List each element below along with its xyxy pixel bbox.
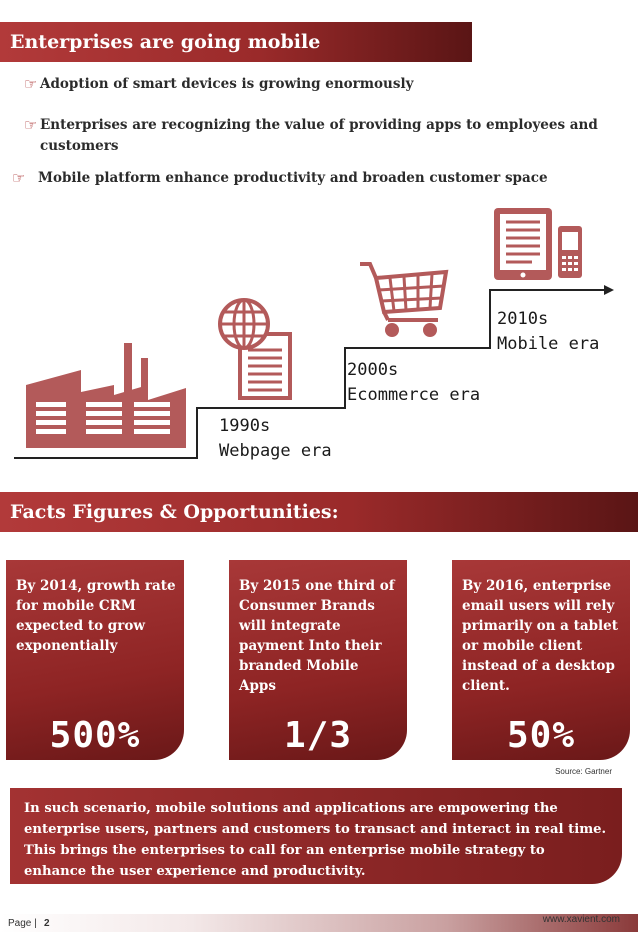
footer-bar xyxy=(0,914,638,932)
fact-card-text: By 2016, enterprise email users will rel… xyxy=(462,578,618,694)
era-label-2000s: 2000s Ecommerce era xyxy=(347,358,480,408)
era-name: Mobile era xyxy=(497,334,600,354)
website-link[interactable]: www.xavient.com xyxy=(542,914,620,925)
page-label: Page | xyxy=(8,918,37,929)
section-title-banner: Enterprises are going mobile xyxy=(0,22,472,62)
globe-document-icon xyxy=(218,298,292,400)
era-decade: 1990s xyxy=(219,416,271,436)
bullet-text: Mobile platform enhance productivity and… xyxy=(38,170,548,186)
era-label-1990s: 1990s Webpage era xyxy=(219,414,332,464)
pointing-hand-icon: ☞ xyxy=(24,116,38,134)
fact-card-value: 50% xyxy=(506,715,576,756)
era-label-2010s: 2010s Mobile era xyxy=(497,307,599,357)
facts-title-banner: Facts Figures & Opportunities: xyxy=(0,492,638,532)
page-number: 2 xyxy=(44,918,50,929)
summary-box: In such scenario, mobile solutions and a… xyxy=(10,788,622,884)
bullet-text: Adoption of smart devices is growing eno… xyxy=(40,76,414,92)
factory-icon xyxy=(26,343,186,448)
bullet-text: Enterprises are recognizing the value of… xyxy=(40,117,598,154)
era-name: Webpage era xyxy=(219,441,332,461)
page-footer: Page | 2 www.xavient.com xyxy=(0,910,638,936)
era-name: Ecommerce era xyxy=(347,385,481,405)
fact-card-text: By 2015 one third of Consumer Brands wil… xyxy=(239,578,395,694)
shopping-cart-icon xyxy=(360,262,449,337)
fact-card-text: By 2014, growth rate for mobile CRM expe… xyxy=(16,578,176,654)
fact-card: By 2016, enterprise email users will rel… xyxy=(452,560,630,760)
era-decade: 2010s xyxy=(497,309,549,329)
timeline-staircase xyxy=(14,285,614,459)
fact-card-value: 1/3 xyxy=(283,715,353,756)
fact-card-value: 500% xyxy=(49,715,141,756)
fact-card: By 2014, growth rate for mobile CRM expe… xyxy=(6,560,184,760)
era-decade: 2000s xyxy=(347,360,399,380)
pointing-hand-icon: ☞ xyxy=(24,75,38,93)
pointing-hand-icon: ☞ xyxy=(12,169,26,187)
source-note: Source: Gartner xyxy=(555,767,612,776)
tablet-phone-icon xyxy=(494,208,582,280)
fact-card: By 2015 one third of Consumer Brands wil… xyxy=(229,560,407,760)
